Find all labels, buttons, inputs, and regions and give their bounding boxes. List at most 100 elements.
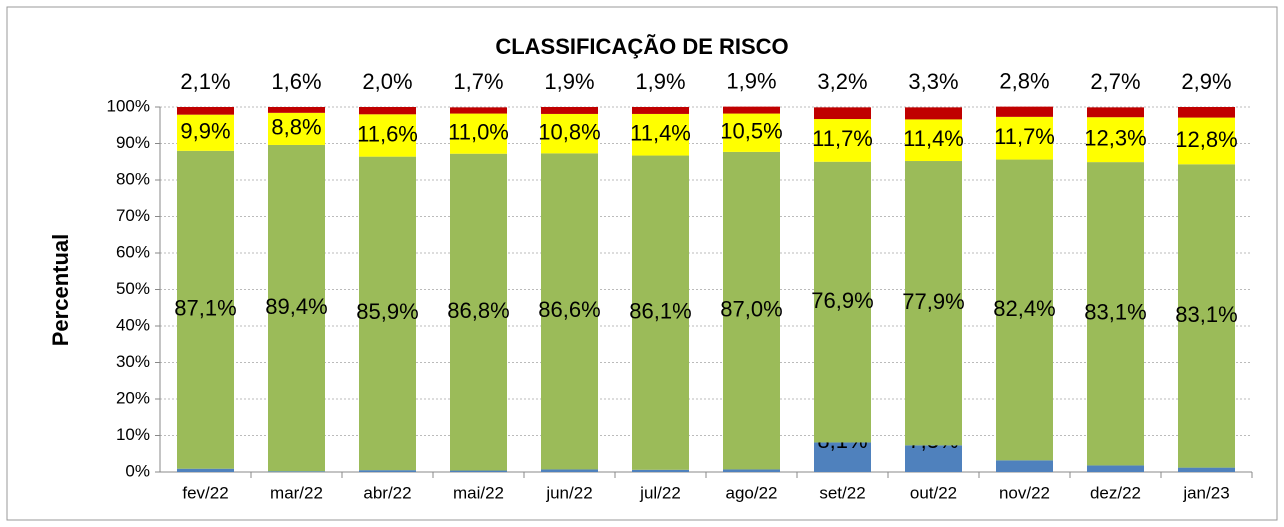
- bar-segment: [814, 119, 871, 162]
- bar-segment: [996, 116, 1053, 160]
- bar-segment: [450, 470, 507, 472]
- bar-segment: [450, 113, 507, 154]
- y-tick-label: 100%: [107, 96, 150, 115]
- data-label: 2,7%: [1090, 69, 1140, 94]
- y-tick-label: 80%: [116, 169, 150, 188]
- x-tick-label: out/22: [910, 483, 957, 502]
- bar-segment: [177, 107, 234, 115]
- bar-segment: [723, 106, 780, 114]
- bar-segment: [1087, 117, 1144, 163]
- x-tick-label: abr/22: [363, 483, 411, 502]
- data-label: 86,8%: [447, 298, 509, 323]
- y-tick-label: 30%: [116, 352, 150, 371]
- data-label: 2,8%: [999, 68, 1049, 93]
- bar-segment: [1087, 162, 1144, 466]
- data-label: 1,9%: [544, 69, 594, 94]
- data-label: 11,4%: [630, 121, 691, 146]
- bar-segment: [814, 161, 871, 443]
- bar-segment: [268, 144, 325, 472]
- bar-segment: [1178, 107, 1235, 118]
- bar-segment: [632, 469, 689, 472]
- data-label: 82,4%: [993, 296, 1055, 321]
- bar-segment: [905, 107, 962, 120]
- bar-segment: [723, 113, 780, 152]
- data-label: 83,1%: [1084, 300, 1146, 325]
- data-label: 76,9%: [811, 288, 873, 313]
- bar-segment: [632, 107, 689, 114]
- bar-segment: [1178, 467, 1235, 472]
- data-label: 86,1%: [629, 298, 691, 323]
- bar-segment: [1087, 465, 1144, 472]
- data-label: 10,5%: [720, 119, 782, 144]
- bar-segment: [814, 442, 871, 472]
- y-tick-label: 50%: [116, 279, 150, 298]
- y-tick-label: 60%: [116, 242, 150, 261]
- data-label: 77,9%: [902, 289, 964, 314]
- data-label: 11,7%: [994, 124, 1055, 149]
- bar-segment: [1178, 117, 1235, 165]
- y-tick-label: 40%: [116, 315, 150, 334]
- bar-segment: [450, 153, 507, 471]
- data-label: 89,4%: [265, 294, 327, 319]
- bar-segment: [541, 113, 598, 154]
- bar-segment: [359, 156, 416, 471]
- x-tick-label: ago/22: [726, 483, 778, 502]
- data-label: 1,7%: [453, 69, 503, 94]
- bar-segment: [996, 460, 1053, 472]
- bar-segment: [632, 155, 689, 470]
- bar-segment: [996, 159, 1053, 461]
- bar-segment: [359, 107, 416, 115]
- data-label: 86,6%: [538, 297, 600, 322]
- chart-title: CLASSIFICAÇÃO DE RISCO: [495, 34, 788, 59]
- bar-segment: [541, 469, 598, 472]
- bar-segment: [268, 107, 325, 113]
- data-label: 1,9%: [726, 68, 776, 93]
- bar-segment: [177, 114, 234, 151]
- data-label: 87,0%: [720, 296, 782, 321]
- data-label: 83,1%: [1175, 302, 1237, 327]
- bar-segment: [632, 113, 689, 156]
- data-label: 11,4%: [903, 126, 964, 151]
- bar-segment: [177, 468, 234, 472]
- bar-segment: [541, 107, 598, 114]
- data-label: 2,9%: [1181, 69, 1231, 94]
- x-tick-label: mai/22: [453, 483, 504, 502]
- bar-segment: [177, 150, 234, 469]
- bar-segment: [723, 469, 780, 472]
- bar-segment: [905, 161, 962, 446]
- data-label: 12,3%: [1084, 125, 1146, 150]
- bar-segment: [359, 470, 416, 472]
- data-label: 2,1%: [180, 69, 230, 94]
- bar-segment: [541, 153, 598, 470]
- bar-segment: [905, 119, 962, 162]
- y-tick-label: 0%: [125, 461, 150, 480]
- bar-segment: [359, 114, 416, 157]
- bar-segment: [723, 151, 780, 470]
- data-label: 1,6%: [271, 69, 321, 94]
- data-label: 11,7%: [812, 126, 873, 151]
- bar-segment: [1178, 164, 1235, 468]
- data-label: 11,6%: [357, 121, 418, 146]
- data-label: 9,9%: [180, 119, 230, 144]
- x-tick-label: mar/22: [270, 483, 323, 502]
- bar-segment: [814, 107, 871, 120]
- bar-segment: [1087, 107, 1144, 118]
- y-axis-label: Percentual: [48, 234, 73, 347]
- bar-segment: [450, 107, 507, 114]
- x-tick-label: set/22: [819, 483, 865, 502]
- data-label: 11,0%: [448, 119, 509, 144]
- data-label: 8,8%: [271, 115, 321, 140]
- y-tick-label: 90%: [116, 133, 150, 152]
- x-tick-label: jan/23: [1182, 483, 1229, 502]
- bar-segment: [996, 106, 1053, 117]
- data-label: 3,2%: [817, 69, 867, 94]
- x-tick-label: dez/22: [1090, 483, 1141, 502]
- x-tick-label: jun/22: [545, 483, 592, 502]
- x-tick-label: fev/22: [182, 483, 228, 502]
- data-label: 2,0%: [362, 69, 412, 94]
- data-label: 87,1%: [174, 296, 236, 321]
- y-tick-label: 10%: [116, 425, 150, 444]
- y-tick-label: 70%: [116, 206, 150, 225]
- bar-segment: [268, 471, 325, 472]
